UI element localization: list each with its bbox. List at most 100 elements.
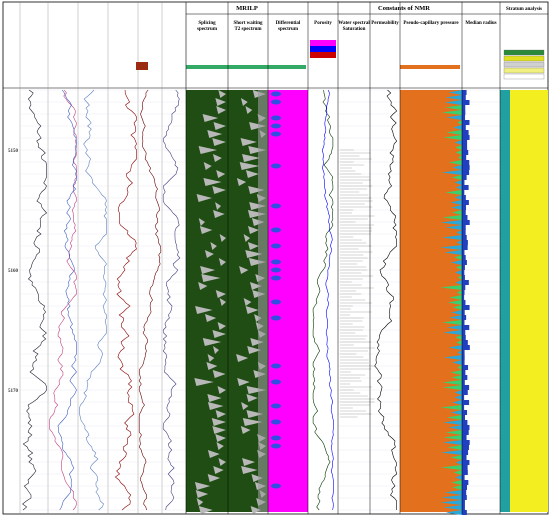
median-bar [462, 410, 468, 415]
spectrum-band [211, 418, 226, 426]
spectrum-band [199, 226, 213, 234]
legend-swatch [136, 62, 148, 70]
pressure-edge [455, 460, 462, 465]
spectrum-band [251, 474, 263, 482]
pressure-edge [449, 315, 462, 320]
pressure-edge [445, 95, 462, 100]
pressure-edge [441, 170, 462, 175]
pressure-edge [445, 510, 462, 515]
pressure-edge [454, 270, 462, 275]
spectrum-band [194, 482, 211, 490]
median-bar [462, 305, 470, 310]
pressure-edge [448, 345, 462, 350]
spectrum-blob [271, 379, 281, 385]
spectrum-band [240, 138, 257, 146]
curve [312, 89, 334, 511]
median-bar [462, 245, 468, 250]
pressure-edge [442, 215, 462, 220]
spectrum-band [245, 250, 263, 258]
stratum-legend [503, 49, 545, 56]
spectrum-blob [271, 363, 281, 369]
spectrum-band [254, 314, 262, 322]
median-bar [462, 345, 470, 350]
track-title: Median radius [465, 21, 496, 26]
median-bar [462, 280, 469, 285]
pressure-edge [440, 285, 462, 290]
median-bar [462, 115, 466, 120]
median-bar [462, 175, 467, 180]
median-bar [462, 460, 470, 465]
pressure-edge [448, 90, 462, 95]
spectrum-band [245, 170, 259, 178]
pressure-edge [450, 455, 462, 460]
median-bar [462, 420, 468, 425]
pressure-edge [456, 265, 462, 270]
median-bar [462, 240, 468, 245]
median-bar [462, 100, 470, 105]
spectrum-band [218, 258, 226, 266]
curve [57, 89, 77, 511]
spectrum-band [218, 458, 226, 466]
curve [22, 89, 48, 511]
median-bar [462, 165, 470, 170]
median-bar [462, 235, 467, 240]
spectrum-band [206, 362, 218, 370]
spectrum-band [246, 394, 258, 402]
median-bar [462, 145, 468, 150]
spectrum-band [219, 298, 226, 306]
curve [374, 89, 398, 510]
pressure-edge [445, 190, 462, 195]
spectrum-band [201, 274, 221, 282]
median-bar [462, 140, 468, 145]
spectrum-blob [271, 483, 281, 489]
spectrum-band [247, 210, 266, 218]
pressure-edge [441, 495, 462, 500]
porosity-legend [310, 52, 336, 58]
median-bar [462, 455, 467, 460]
spectrum-band [240, 98, 248, 106]
spectrum-band [236, 354, 249, 362]
group-title: Constants of NMR [378, 5, 430, 12]
spectrum-band [213, 122, 226, 130]
pressure-edge [444, 490, 462, 495]
spectrum-band [248, 146, 266, 154]
median-bar [462, 220, 470, 225]
pressure-edge [445, 430, 462, 435]
spectrum-blob [271, 203, 281, 209]
median-bar [462, 160, 470, 165]
track-title: Short waiting T2 spectrum [233, 21, 263, 32]
pressure-edge [443, 135, 462, 140]
pressure-bg [400, 90, 462, 512]
median-bar [462, 335, 466, 340]
spectrum-band [217, 386, 226, 394]
median-bar [462, 325, 470, 330]
pressure-edge [440, 405, 462, 410]
pressure-edge [455, 475, 462, 480]
spectrum-blob [271, 243, 281, 249]
median-bar [462, 310, 465, 315]
spectrum-blob [271, 99, 281, 105]
spectrum-blob [271, 91, 281, 97]
stratum-left [500, 90, 510, 512]
spectrum-band [249, 282, 262, 290]
median-bar [462, 150, 469, 155]
pressure-edge [447, 445, 462, 450]
spectrum-band [215, 410, 226, 418]
spectrum-band [213, 466, 224, 474]
spectrum-blob [271, 315, 281, 321]
spectrum-band [250, 338, 264, 346]
median-bar [462, 270, 465, 275]
median-bar [462, 485, 468, 490]
spectrum-blob [271, 123, 281, 129]
pressure-edge [450, 200, 462, 205]
spectrum-band [212, 370, 226, 378]
pressure-edge [457, 365, 462, 370]
median-bar [462, 200, 469, 205]
median-bar [462, 180, 465, 185]
median-bar [462, 425, 470, 430]
median-bar [462, 130, 469, 135]
spectrum-band [194, 378, 214, 386]
median-bar [462, 385, 470, 390]
median-bar [462, 250, 465, 255]
median-bar [462, 255, 466, 260]
